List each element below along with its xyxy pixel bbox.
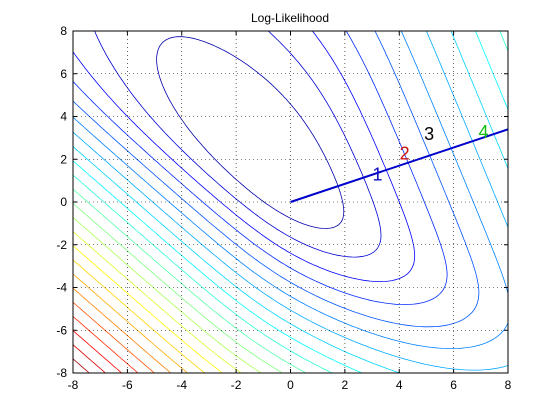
contour-level — [94, 31, 382, 258]
contour-level — [73, 231, 242, 373]
y-tick-label: -4 — [56, 281, 67, 295]
x-tick-label: -8 — [68, 378, 79, 392]
contour-level — [156, 36, 345, 229]
contour-level — [73, 31, 416, 282]
x-tick-label: -4 — [176, 378, 187, 392]
iteration-labels: 123 4 — [372, 122, 488, 185]
contour-level — [73, 188, 307, 373]
iteration-path — [290, 128, 508, 203]
y-tick-label: 2 — [60, 152, 67, 166]
contour-lines — [73, 31, 508, 373]
iteration-label-2: 2 — [400, 143, 410, 163]
contour-level — [73, 344, 106, 373]
y-tick-label: -6 — [56, 323, 67, 337]
contour-level — [73, 259, 205, 373]
iteration-label-3: 3 — [424, 124, 434, 144]
x-tick-label: 6 — [450, 378, 457, 392]
chart-title: Log-Likelihood — [251, 11, 329, 25]
y-tick-label: 8 — [60, 24, 67, 38]
contour-level — [73, 245, 223, 373]
contour-level — [73, 31, 508, 373]
contour-level — [73, 330, 122, 373]
y-axis-ticks: -8 -6 -4 -2 0 2 4 6 8 — [56, 24, 508, 380]
contour-level — [73, 31, 448, 305]
x-tick-label: 0 — [287, 378, 294, 392]
contour-level — [73, 273, 188, 373]
contour-level — [73, 31, 480, 328]
contour-level — [73, 302, 155, 373]
x-tick-label: -6 — [122, 378, 133, 392]
contour-level — [73, 31, 508, 371]
contour-level — [73, 287, 172, 373]
y-tick-label: -2 — [56, 238, 67, 252]
x-tick-label: 2 — [342, 378, 349, 392]
x-tick-label: 8 — [505, 378, 512, 392]
grid-lines — [73, 31, 508, 373]
contour-level — [73, 217, 262, 373]
contour-level — [73, 31, 508, 349]
iteration-label-1: 1 — [372, 165, 382, 185]
contour-level — [73, 203, 283, 373]
iteration-label-4: 4 — [479, 122, 489, 142]
x-tick-label: 4 — [396, 378, 403, 392]
x-axis-ticks: -8 -6 -4 -2 0 2 4 6 8 — [68, 31, 512, 392]
y-tick-label: -8 — [56, 366, 67, 380]
y-tick-label: 0 — [60, 195, 67, 209]
contour-level — [73, 358, 90, 373]
y-tick-label: 4 — [60, 110, 67, 124]
iteration-path-line — [290, 128, 508, 203]
y-tick-label: 6 — [60, 67, 67, 81]
x-tick-label: -2 — [231, 378, 242, 392]
contour-level — [73, 316, 139, 373]
